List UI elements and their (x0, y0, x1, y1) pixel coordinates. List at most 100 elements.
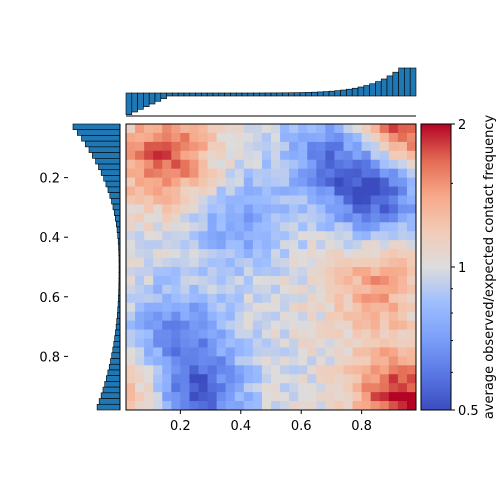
heatmap-cell (397, 177, 408, 187)
heatmap-cell (343, 284, 353, 295)
heatmap-cell (316, 347, 326, 357)
heatmap-cell (406, 132, 417, 143)
heatmap-cell (316, 383, 326, 393)
heatmap-cell (198, 177, 208, 187)
heatmap-cell (316, 240, 326, 250)
heatmap-cell (261, 141, 272, 152)
heatmap-cell (406, 365, 417, 375)
heatmap-cell (361, 275, 372, 286)
top-marginal-bar (346, 88, 353, 97)
heatmap-cell (307, 150, 317, 161)
heatmap-cell (144, 204, 154, 214)
heatmap-cell (361, 141, 372, 152)
heatmap-cell (343, 150, 353, 161)
heatmap-cell (243, 302, 254, 313)
top-marginal-bar (282, 92, 289, 97)
heatmap-cell (271, 249, 281, 259)
heatmap-cell (162, 338, 172, 348)
heatmap-cell (361, 186, 372, 196)
heatmap-cell (198, 132, 208, 143)
heatmap-cell (180, 383, 190, 393)
left-marginal-bar (112, 203, 121, 211)
heatmap-cell (397, 374, 408, 384)
heatmap-cell (352, 186, 363, 196)
top-marginal-bar (131, 92, 138, 113)
heatmap-cell (343, 365, 353, 375)
heatmap-cell (144, 258, 154, 268)
heatmap-cell (216, 231, 227, 241)
heatmap-cell (271, 275, 281, 286)
heatmap-cell (307, 365, 317, 375)
heatmap-cell (189, 204, 199, 214)
heatmap-cell (325, 258, 335, 268)
heatmap-cell (234, 231, 245, 241)
heatmap-cell (207, 168, 218, 179)
heatmap-cell (316, 374, 326, 384)
heatmap-cell (280, 392, 290, 402)
x-tick-label: 0.8 (351, 419, 372, 434)
heatmap-cell (198, 150, 208, 161)
heatmap-cell (261, 365, 272, 375)
heatmap-cell (225, 159, 236, 170)
top-marginal-bar (288, 92, 295, 97)
heatmap-cell (406, 320, 417, 330)
heatmap-cell (316, 177, 326, 187)
heatmap-cell (162, 365, 172, 375)
heatmap-cell (370, 293, 381, 304)
top-marginal-bar (276, 92, 283, 97)
heatmap-cell (280, 258, 290, 268)
top-marginal-bar (160, 92, 167, 99)
heatmap-cell (261, 186, 272, 196)
heatmap-cell (397, 311, 408, 322)
heatmap-cell (216, 302, 227, 313)
heatmap-cell (307, 213, 317, 223)
heatmap-cell (397, 392, 408, 402)
heatmap-cell (271, 231, 281, 241)
heatmap-cell (180, 150, 190, 161)
heatmap-cell (135, 240, 145, 250)
heatmap-cell (280, 177, 290, 187)
heatmap-cell (316, 213, 326, 223)
heatmap-cell (189, 249, 199, 259)
heatmap-cell (261, 213, 272, 223)
heatmap-cell (216, 195, 227, 205)
heatmap-cell (289, 168, 299, 179)
heatmap-cell (144, 231, 154, 241)
heatmap-cell (325, 249, 335, 259)
heatmap-cell (225, 383, 236, 393)
heatmap-cell (316, 356, 326, 366)
heatmap-cell (334, 275, 344, 286)
heatmap-cell (243, 141, 254, 152)
heatmap-cell (189, 275, 199, 286)
heatmap-cell (153, 347, 163, 357)
top-marginal-bar (201, 92, 208, 97)
heatmap-cell (361, 168, 372, 179)
top-marginal-bar (369, 83, 376, 97)
heatmap-cell (225, 204, 236, 214)
heatmap-cell (261, 356, 272, 366)
heatmap-cell (189, 320, 199, 330)
left-marginal-bar (105, 180, 121, 188)
heatmap-cell (379, 356, 390, 366)
heatmap-cell (189, 240, 199, 250)
heatmap-cell (370, 329, 381, 339)
heatmap-cell (325, 401, 335, 411)
heatmap-cell (252, 356, 263, 366)
heatmap-cell (198, 392, 208, 402)
heatmap-cell (343, 293, 353, 304)
heatmap-cell (198, 347, 208, 357)
top-marginal-bar (293, 92, 301, 97)
heatmap-cell (162, 258, 172, 268)
heatmap-cell (216, 329, 227, 339)
heatmap-cell (153, 168, 163, 179)
heatmap-cell (406, 141, 417, 152)
heatmap-cell (207, 222, 218, 232)
heatmap-cell (280, 374, 290, 384)
heatmap-cell (135, 383, 145, 393)
heatmap-cell (126, 267, 136, 277)
heatmap-cell (334, 258, 344, 268)
heatmap-cell (334, 374, 344, 384)
heatmap-cell (153, 374, 163, 384)
heatmap-cell (316, 141, 326, 152)
